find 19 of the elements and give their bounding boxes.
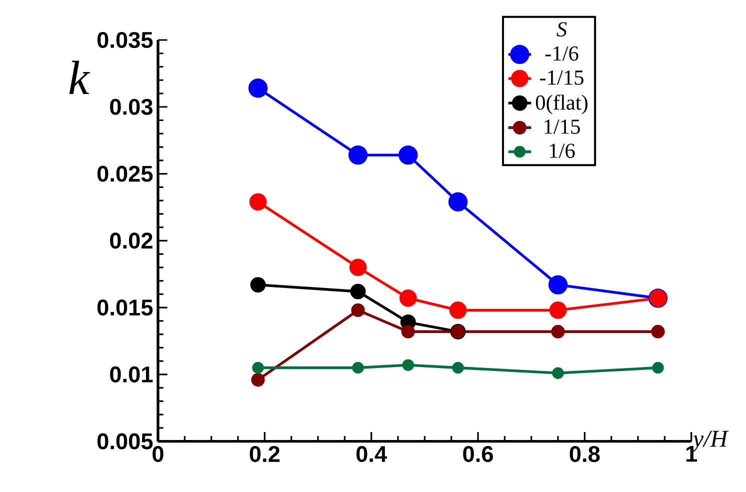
x-tick-label: 0.8 xyxy=(570,446,600,462)
x-tick-label: 0 xyxy=(152,446,164,462)
y-tick-label: 0.025 xyxy=(97,166,153,182)
y-tick-label: 0.01 xyxy=(110,366,153,382)
y-axis-title: k xyxy=(69,60,90,94)
legend-label: -1/15 xyxy=(540,70,584,85)
y-tick-label: 0.02 xyxy=(110,232,152,249)
x-tick-label: 0.2 xyxy=(250,446,280,462)
legend-label: 1/15 xyxy=(544,120,580,134)
y-tick-label: 0.015 xyxy=(97,300,153,316)
legend-label: -1/6 xyxy=(545,46,578,61)
legend-label: 0(flat) xyxy=(536,94,588,114)
x-tick-label: 0.4 xyxy=(356,446,387,462)
y-tick-label: 0.005 xyxy=(97,433,153,450)
y-tick-label: 0.03 xyxy=(110,98,152,115)
y-tick-label: 0.035 xyxy=(97,32,153,48)
x-tick-label: 0.6 xyxy=(463,446,493,462)
legend-label: 1/6 xyxy=(550,144,575,158)
legend-title: S xyxy=(556,22,567,37)
